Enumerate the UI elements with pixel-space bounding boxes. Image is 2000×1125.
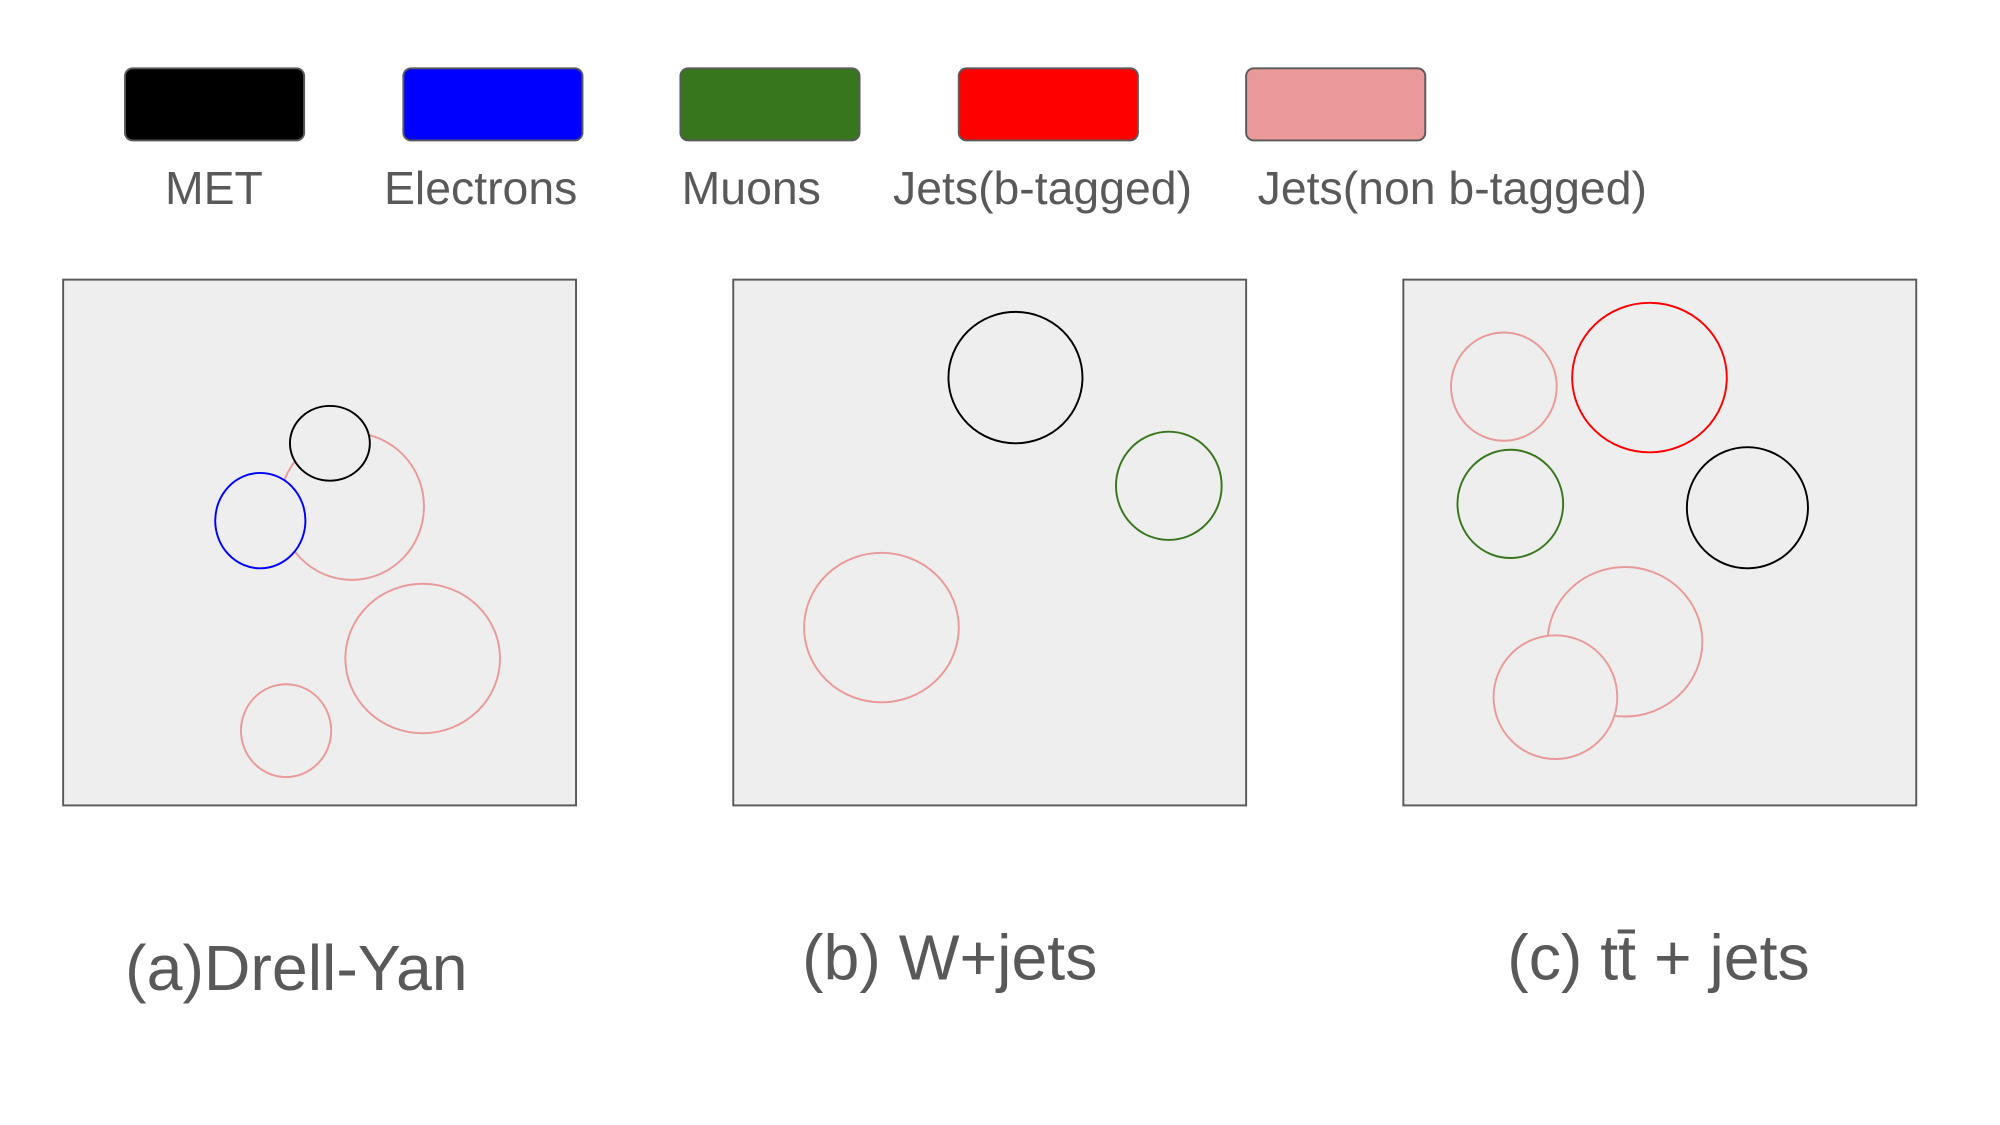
legend-label: Electrons [384,162,577,214]
muon [1115,430,1223,541]
panel-a [62,278,577,807]
caption: (c) tt̄ + jets [1507,922,1809,994]
legend-swatch [1245,67,1427,142]
panel-c [1402,278,1918,807]
jet-b [1571,301,1728,454]
caption: (b) W+jets [802,922,1097,994]
jet-non-b [803,551,960,704]
panel-b [732,278,1248,807]
legend-swatch [679,67,861,142]
jet-non-b [344,582,501,735]
met [947,310,1084,445]
muon [1456,448,1565,559]
jet-non-b [240,683,333,779]
legend: MET Electrons Muons Jets(b-tagged) Jets(… [124,67,1647,214]
legend-swatch [402,67,584,142]
legend-label: Jets(b-tagged) [893,162,1192,214]
met [288,404,371,482]
legend-label: Muons [682,162,821,214]
legend-swatch [124,67,306,142]
electron [214,471,307,570]
met [1685,446,1809,570]
legend-label: MET [165,162,263,214]
jet-non-b [1450,331,1558,442]
legend-swatch [957,67,1139,142]
jet-non-b [1492,634,1619,760]
caption: (a)Drell-Yan [125,932,467,1004]
legend-label: Jets(non b-tagged) [1258,162,1647,214]
